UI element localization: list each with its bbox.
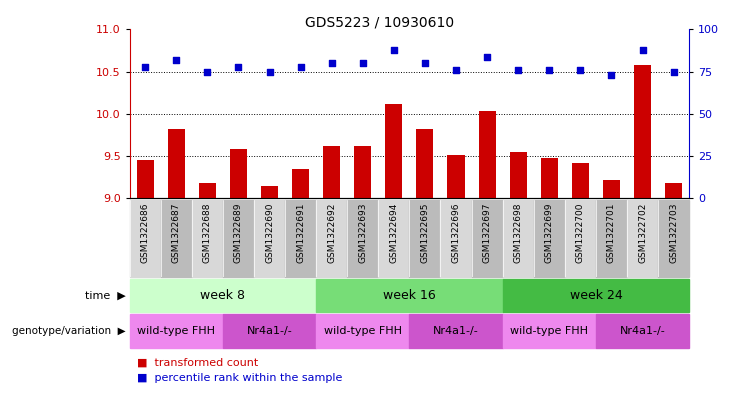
Point xyxy=(202,68,213,75)
Point xyxy=(295,64,307,70)
Bar xyxy=(658,200,689,277)
Point xyxy=(357,60,369,66)
Bar xyxy=(541,158,558,198)
Point xyxy=(668,68,679,75)
Text: GSM1322690: GSM1322690 xyxy=(265,203,274,263)
Bar xyxy=(627,200,658,277)
Bar xyxy=(409,314,502,348)
Bar xyxy=(379,200,409,277)
Text: GSM1322698: GSM1322698 xyxy=(514,203,522,263)
Bar xyxy=(323,146,340,198)
Text: GSM1322699: GSM1322699 xyxy=(545,203,554,263)
Text: GDS5223 / 10930610: GDS5223 / 10930610 xyxy=(305,16,454,30)
Bar xyxy=(479,112,496,198)
Bar xyxy=(167,129,185,198)
Text: GSM1322692: GSM1322692 xyxy=(328,203,336,263)
Point xyxy=(419,60,431,66)
Text: GSM1322703: GSM1322703 xyxy=(669,203,678,263)
Point xyxy=(637,47,648,53)
Point xyxy=(326,60,338,66)
Point xyxy=(481,53,493,60)
Bar xyxy=(130,200,161,277)
Bar xyxy=(292,169,309,198)
Point xyxy=(574,67,586,73)
Bar xyxy=(348,200,379,277)
Text: GSM1322686: GSM1322686 xyxy=(141,203,150,263)
Bar xyxy=(136,160,154,198)
Text: GSM1322701: GSM1322701 xyxy=(607,203,616,263)
Bar xyxy=(161,200,192,277)
Bar xyxy=(603,180,620,198)
Text: genotype/variation  ▶: genotype/variation ▶ xyxy=(13,326,126,336)
Text: Nr4a1-/-: Nr4a1-/- xyxy=(433,326,479,336)
Bar xyxy=(285,200,316,277)
Point xyxy=(139,64,151,70)
Point xyxy=(605,72,617,78)
Bar xyxy=(130,314,223,348)
Text: GSM1322693: GSM1322693 xyxy=(359,203,368,263)
Bar xyxy=(440,200,471,277)
Text: GSM1322697: GSM1322697 xyxy=(482,203,491,263)
Text: ■  transformed count: ■ transformed count xyxy=(137,357,259,367)
Point xyxy=(543,67,555,73)
Bar xyxy=(565,200,596,277)
Bar xyxy=(534,200,565,277)
Text: GSM1322688: GSM1322688 xyxy=(203,203,212,263)
Text: wild-type FHH: wild-type FHH xyxy=(324,326,402,336)
Point xyxy=(233,64,245,70)
Point xyxy=(264,68,276,75)
Text: GSM1322702: GSM1322702 xyxy=(638,203,647,263)
Bar xyxy=(502,314,596,348)
Bar xyxy=(471,200,502,277)
Text: Nr4a1-/-: Nr4a1-/- xyxy=(619,326,665,336)
Text: Nr4a1-/-: Nr4a1-/- xyxy=(247,326,293,336)
Text: GSM1322691: GSM1322691 xyxy=(296,203,305,263)
Bar xyxy=(385,104,402,198)
Text: GSM1322689: GSM1322689 xyxy=(234,203,243,263)
Bar xyxy=(409,200,440,277)
Bar xyxy=(316,200,348,277)
Text: wild-type FHH: wild-type FHH xyxy=(511,326,588,336)
Bar xyxy=(223,200,254,277)
Point xyxy=(450,67,462,73)
Bar xyxy=(502,279,689,312)
Bar xyxy=(130,279,316,312)
Text: week 24: week 24 xyxy=(570,289,622,302)
Bar xyxy=(510,152,527,198)
Bar xyxy=(596,314,689,348)
Text: GSM1322700: GSM1322700 xyxy=(576,203,585,263)
Text: time  ▶: time ▶ xyxy=(85,291,126,301)
Bar xyxy=(254,200,285,277)
Point xyxy=(388,47,400,53)
Bar xyxy=(448,154,465,198)
Bar xyxy=(572,163,589,198)
Bar xyxy=(316,279,502,312)
Bar xyxy=(199,183,216,198)
Bar xyxy=(502,200,534,277)
Bar xyxy=(596,200,627,277)
Text: week 8: week 8 xyxy=(200,289,245,302)
Point xyxy=(170,57,182,63)
Bar xyxy=(223,314,316,348)
Text: week 16: week 16 xyxy=(383,289,436,302)
Bar xyxy=(665,183,682,198)
Bar xyxy=(192,200,223,277)
Bar xyxy=(416,129,433,198)
Bar xyxy=(230,149,247,198)
Text: wild-type FHH: wild-type FHH xyxy=(137,326,216,336)
Text: GSM1322694: GSM1322694 xyxy=(389,203,399,263)
Text: ■  percentile rank within the sample: ■ percentile rank within the sample xyxy=(137,373,342,383)
Text: GSM1322687: GSM1322687 xyxy=(172,203,181,263)
Bar xyxy=(634,65,651,198)
Bar xyxy=(261,186,278,198)
Bar xyxy=(316,314,409,348)
Bar xyxy=(354,146,371,198)
Text: GSM1322695: GSM1322695 xyxy=(420,203,430,263)
Point xyxy=(512,67,524,73)
Text: GSM1322696: GSM1322696 xyxy=(451,203,460,263)
